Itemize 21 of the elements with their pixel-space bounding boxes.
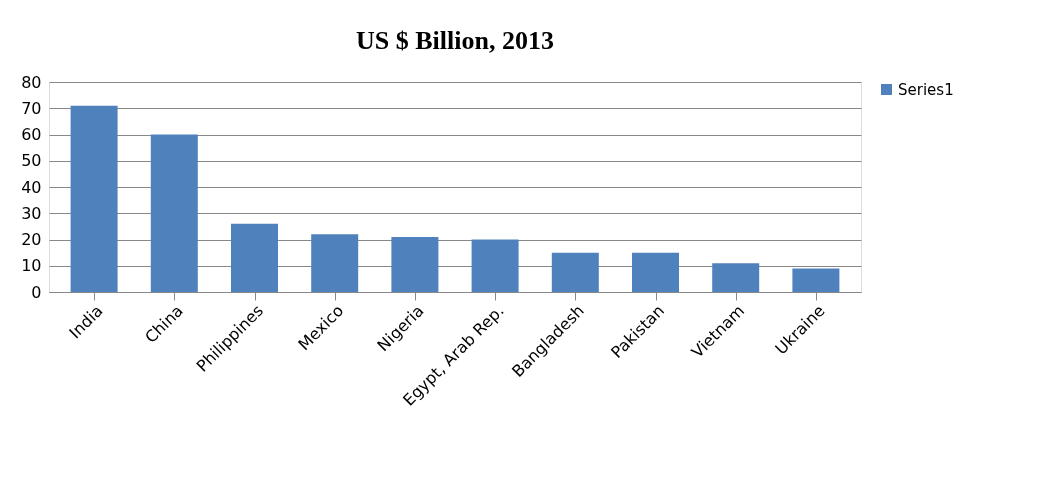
- y-tick-label: 40: [21, 177, 42, 197]
- bar: [70, 105, 118, 292]
- chart-title: US $ Billion, 2013: [356, 26, 554, 55]
- bar: [471, 239, 519, 292]
- y-tick-label: 50: [21, 151, 42, 171]
- bar: [391, 236, 439, 292]
- bar: [231, 223, 278, 292]
- y-tick-label: 10: [21, 256, 42, 276]
- bar: [551, 252, 599, 292]
- bar: [150, 134, 198, 292]
- bar: [792, 268, 840, 292]
- y-tick-label: 30: [21, 203, 42, 223]
- legend-label: Series1: [898, 80, 954, 99]
- y-tick-label: 70: [21, 98, 42, 118]
- bar: [712, 263, 760, 292]
- bar: [632, 252, 679, 292]
- y-tick-label: 80: [21, 72, 42, 92]
- y-tick-label: 60: [21, 125, 42, 144]
- bar: [311, 234, 359, 292]
- y-tick-label: 20: [21, 230, 42, 249]
- y-tick-label: 0: [31, 282, 42, 302]
